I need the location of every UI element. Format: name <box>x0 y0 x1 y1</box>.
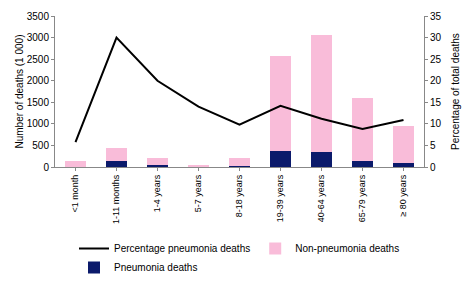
svg-text:19-39 years: 19-39 years <box>275 174 285 222</box>
svg-text:≥ 80 years: ≥ 80 years <box>398 174 408 216</box>
svg-text:Pneumonia deaths: Pneumonia deaths <box>114 262 197 273</box>
svg-text:1000: 1000 <box>27 118 50 129</box>
svg-text:0: 0 <box>43 162 49 173</box>
svg-text:25: 25 <box>430 54 442 65</box>
svg-text:1-11 months: 1-11 months <box>111 174 121 224</box>
svg-text:Non-pneumonia deaths: Non-pneumonia deaths <box>295 243 399 254</box>
svg-text:65-79 years: 65-79 years <box>357 174 367 222</box>
svg-text:8-18 years: 8-18 years <box>234 174 244 217</box>
svg-text:20: 20 <box>430 75 442 86</box>
svg-text:10: 10 <box>430 118 442 129</box>
svg-text:2500: 2500 <box>27 54 50 65</box>
svg-text:500: 500 <box>32 140 49 151</box>
svg-text:Percentage pneumonia deaths: Percentage pneumonia deaths <box>114 243 250 254</box>
svg-text:<1 month: <1 month <box>70 175 80 213</box>
svg-text:3500: 3500 <box>27 11 50 22</box>
svg-text:3000: 3000 <box>27 32 50 43</box>
svg-text:35: 35 <box>430 11 442 22</box>
svg-text:1500: 1500 <box>27 97 50 108</box>
svg-text:5: 5 <box>430 140 436 151</box>
svg-text:Number of deaths (1 000): Number of deaths (1 000) <box>14 35 25 149</box>
svg-text:5-7 years: 5-7 years <box>193 174 203 212</box>
svg-text:1-4 years: 1-4 years <box>152 174 162 212</box>
svg-text:40-64 years: 40-64 years <box>316 174 326 222</box>
svg-text:0: 0 <box>430 162 436 173</box>
svg-text:2000: 2000 <box>27 75 50 86</box>
svg-text:15: 15 <box>430 97 442 108</box>
svg-text:Percentage of total deaths: Percentage of total deaths <box>450 33 461 150</box>
svg-text:30: 30 <box>430 32 442 43</box>
